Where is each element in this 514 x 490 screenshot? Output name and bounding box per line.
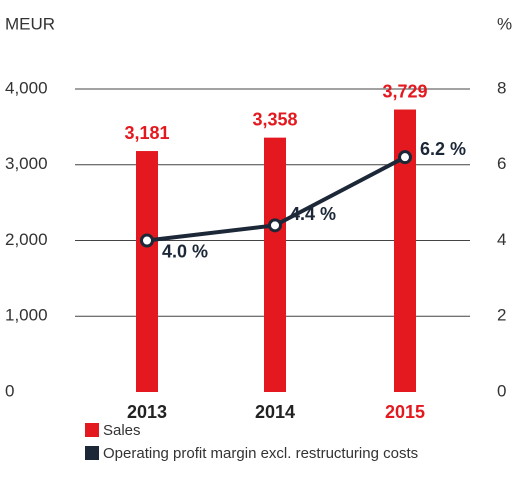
y-axis-label: MEUR	[5, 14, 55, 33]
legend-swatch	[85, 446, 99, 460]
x-tick-label: 2013	[127, 402, 167, 422]
line-point	[140, 233, 154, 248]
y-tick-label: 3,000	[5, 154, 48, 173]
x-tick-label: 2015	[385, 402, 425, 422]
line-point	[268, 218, 282, 233]
y2-axis-label: %	[497, 14, 512, 33]
legend-label: Sales	[103, 422, 141, 439]
y2-tick-label: 8	[497, 78, 506, 97]
y2-tick-label: 2	[497, 306, 506, 325]
y2-tick-label: 4	[497, 230, 506, 249]
line-value-label: 4.0 %	[162, 241, 208, 261]
y-tick-label: 2,000	[5, 230, 48, 249]
y-tick-label: 1,000	[5, 306, 48, 325]
bar-value-label: 3,358	[252, 109, 297, 129]
y-tick-label: 0	[5, 381, 14, 400]
line-point	[398, 150, 412, 165]
bar-value-label: 3,729	[382, 81, 427, 101]
y2-tick-label: 0	[497, 381, 506, 400]
bar	[264, 137, 286, 392]
bar	[394, 109, 416, 392]
legend-label: Operating profit margin excl. restructur…	[103, 445, 418, 462]
y2-tick-label: 6	[497, 154, 506, 173]
bar-value-label: 3,181	[124, 123, 169, 143]
y-tick-label: 4,000	[5, 78, 48, 97]
legend-swatch	[85, 423, 99, 437]
line-value-label: 6.2 %	[420, 139, 466, 159]
x-tick-label: 2014	[255, 402, 295, 422]
bar	[136, 151, 158, 392]
line-value-label: 4.4 %	[290, 204, 336, 224]
